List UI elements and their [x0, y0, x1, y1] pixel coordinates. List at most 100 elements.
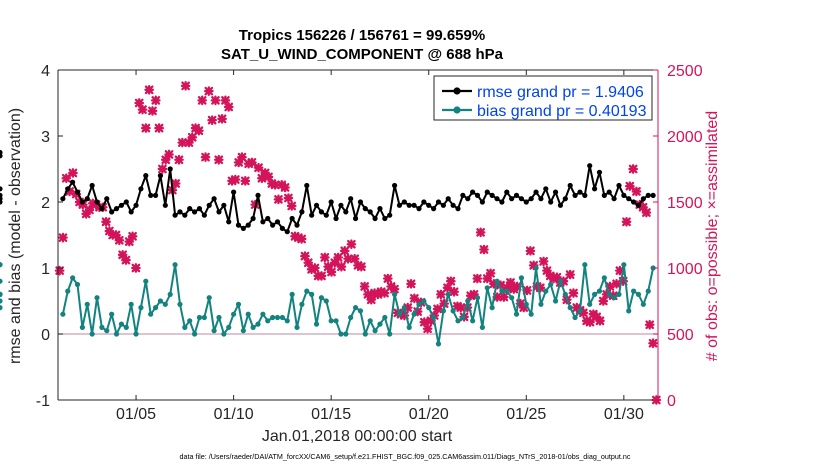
rmse-point	[60, 196, 66, 202]
rmse-point	[518, 196, 525, 202]
obs-marker	[296, 234, 307, 244]
rmse-point	[348, 196, 354, 202]
rmse-point	[382, 215, 388, 222]
obs-marker	[194, 125, 204, 136]
bias-point	[557, 278, 564, 284]
bias-point	[406, 324, 412, 330]
rmse-point	[552, 189, 559, 195]
rmse-point	[226, 219, 232, 225]
rmse-point	[65, 186, 71, 192]
obs-marker	[485, 268, 496, 279]
bias-point	[284, 318, 290, 324]
y-right-tick-label: 2500	[667, 63, 703, 80]
bias-point	[182, 324, 188, 330]
bias-point	[538, 301, 544, 307]
rmse-point	[245, 222, 251, 228]
obs-marker	[210, 95, 221, 106]
obs-marker	[436, 289, 446, 300]
y-right-tick-label: 0	[667, 393, 676, 410]
rmse-point	[89, 182, 95, 189]
rmse-point	[318, 209, 325, 215]
bias-point	[591, 291, 598, 297]
obs-marker	[595, 315, 605, 326]
rmse-point	[640, 196, 646, 202]
obs-marker	[565, 269, 575, 280]
rmse-point	[621, 192, 627, 198]
obs-markers-layer	[54, 81, 662, 405]
bias-point	[60, 311, 66, 317]
obs-marker	[359, 281, 370, 292]
rmse-point	[118, 202, 125, 208]
rmse-point	[626, 196, 632, 202]
obs-marker	[320, 252, 330, 263]
obs-marker	[472, 273, 483, 284]
rmse-point	[270, 222, 276, 228]
obs-marker	[220, 95, 231, 106]
y-tick-label: 3	[41, 129, 50, 146]
rmse-point	[338, 202, 344, 208]
bias-point	[401, 305, 407, 311]
bias-point	[128, 301, 134, 307]
rmse-point	[352, 215, 359, 222]
rmse-point	[187, 206, 193, 212]
obs-marker	[223, 102, 234, 112]
rmse-point	[372, 215, 378, 222]
rmse-point	[74, 189, 81, 195]
obs-marker	[240, 176, 251, 186]
rmse-point	[499, 199, 505, 205]
obs-marker	[333, 252, 343, 263]
rmse-point	[235, 222, 242, 228]
obs-marker	[273, 194, 284, 205]
y-right-tick-label: 1500	[667, 195, 703, 212]
obs-marker	[631, 186, 642, 197]
bias-point	[152, 305, 159, 311]
rmse-point	[177, 209, 183, 215]
rmse-point	[157, 173, 164, 179]
bias-point	[113, 331, 120, 337]
rmse-point	[328, 199, 334, 205]
y-tick-label: 1	[41, 261, 50, 278]
bias-point	[577, 308, 583, 314]
obs-marker	[628, 164, 638, 174]
bias-point	[177, 301, 183, 307]
legend-bias-label: bias grand pr = 0.40193	[477, 103, 647, 120]
series-layer	[0, 149, 656, 347]
bias-point	[572, 314, 578, 321]
obs-marker	[538, 256, 549, 267]
bias-point	[172, 262, 178, 268]
bias-point	[445, 291, 451, 297]
bias-point	[416, 301, 422, 307]
bias-point	[377, 321, 383, 327]
rmse-point	[431, 206, 437, 212]
obs-marker	[187, 132, 198, 143]
obs-marker	[61, 173, 72, 184]
obs-marker	[542, 265, 552, 276]
obs-marker	[286, 201, 297, 211]
bias-point	[133, 331, 139, 337]
bias-point	[196, 314, 203, 321]
obs-marker	[68, 168, 78, 178]
bias-point	[387, 331, 393, 337]
obs-marker	[449, 286, 459, 297]
obs-marker	[499, 292, 509, 302]
bias-point	[548, 281, 554, 288]
rmse-point	[128, 209, 134, 215]
rmse-point	[265, 215, 271, 222]
rmse-point	[274, 219, 281, 225]
bias-point	[0, 305, 3, 311]
bias-point	[313, 321, 320, 327]
rmse-point	[211, 196, 217, 202]
obs-marker	[349, 253, 360, 264]
rmse-point	[567, 182, 573, 189]
bias-point	[479, 324, 485, 330]
obs-marker	[141, 123, 151, 133]
obs-marker	[230, 174, 241, 185]
bias-point	[396, 311, 403, 317]
bias-point	[640, 301, 646, 307]
bias-point	[323, 298, 329, 304]
rmse-point	[548, 199, 554, 205]
bias-point	[352, 305, 359, 311]
bias-point	[484, 285, 490, 291]
bias-point	[455, 318, 461, 324]
rmse-point	[533, 189, 539, 195]
